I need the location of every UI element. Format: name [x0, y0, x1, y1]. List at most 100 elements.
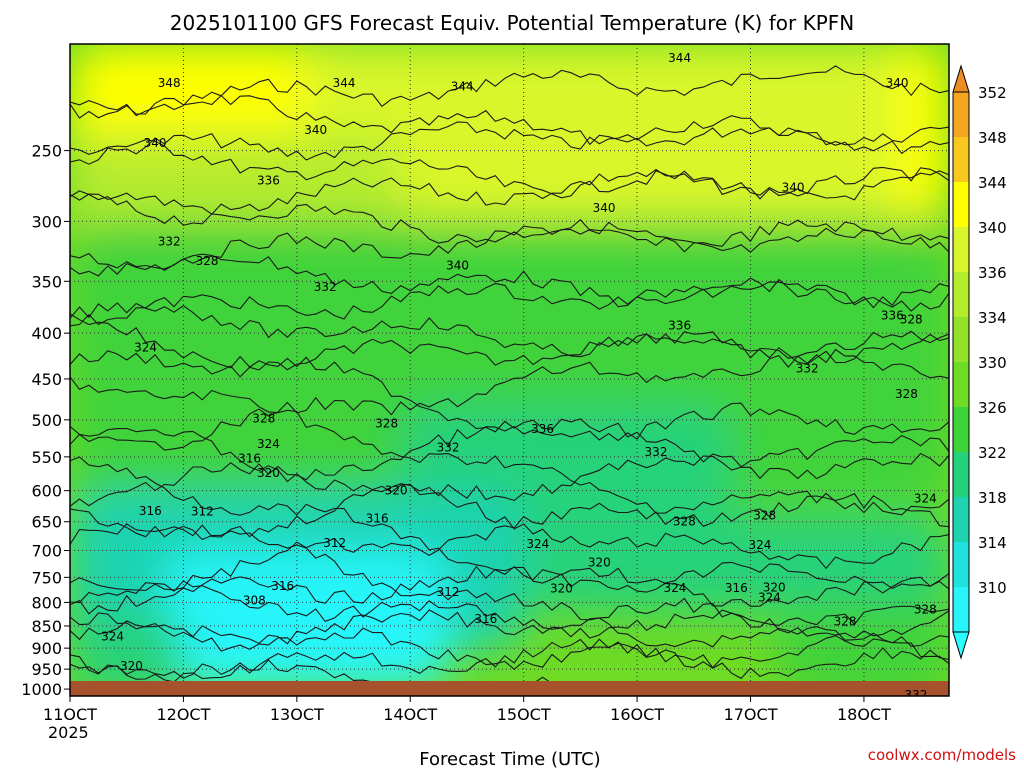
contour-line: [70, 597, 949, 645]
colorbar-tick-label: 318: [978, 489, 1007, 507]
contour-line: [70, 452, 949, 545]
y-tick-label: 500: [31, 411, 62, 430]
contour-label: 312: [191, 504, 214, 518]
x-tick-label: 16OCT: [610, 705, 664, 724]
contour-labels: 348 344 344 344 340 340 340 336 340 340 332 328 340 3…: [101, 51, 937, 702]
colorbar-segment: [953, 452, 969, 497]
colorbar-tick-label: 352: [978, 84, 1007, 102]
y-tick-label: 650: [31, 513, 62, 532]
contour-label: 328: [895, 387, 918, 401]
contour-label: 332: [796, 361, 819, 375]
colorbar-upper-arrow: [952, 64, 970, 93]
chart-title: 2025101100 GFS Forecast Equiv. Potential…: [170, 11, 854, 35]
colorbar-tick-label: 314: [978, 534, 1007, 552]
contour-label: 340: [886, 76, 909, 90]
contour-label: 324: [101, 629, 124, 643]
y-tick-label: 800: [31, 593, 62, 612]
y-tick-label: 700: [31, 542, 62, 561]
colorbar-segment: [953, 227, 969, 272]
contour-label: 324: [749, 538, 772, 552]
contour-line: [70, 219, 949, 270]
colorbar-segment: [953, 587, 969, 632]
contour-label: 344: [668, 51, 691, 65]
credit-text: coolwx.com/models: [868, 746, 1016, 764]
contour-label: 340: [593, 201, 616, 215]
contour-label: 332: [904, 688, 927, 702]
colorbar: 352 348 344 340 336 334 330 326 322 318 314 310: [952, 64, 1007, 660]
contour-line: [70, 302, 949, 365]
colorbar-tick-label: 330: [978, 354, 1007, 372]
x-tick-label: 17OCT: [724, 705, 778, 724]
field-region: [202, 561, 297, 622]
y-tick-label: 900: [31, 639, 62, 658]
contour-line: [70, 425, 949, 570]
contour-label: 332: [437, 441, 460, 455]
contour-label: 312: [437, 585, 460, 599]
y-tick-label: 550: [31, 448, 62, 467]
plot-frame: [69, 43, 950, 697]
contour-label: 328: [914, 603, 937, 617]
x-tick-label: 18OCT: [837, 705, 891, 724]
contour-label: 328: [834, 614, 857, 628]
contour-label: 332: [314, 280, 337, 294]
y-tick-label: 350: [31, 272, 62, 291]
y-axis: 250 300 350 400 450 500 550 600 650 700 750 800 850 9…: [21, 142, 70, 699]
contour-label: 336: [668, 318, 691, 332]
contour-line: [70, 580, 949, 639]
colorbar-tick-label: 310: [978, 579, 1007, 597]
contour-label: 308: [243, 593, 266, 607]
contour-label: 336: [257, 173, 280, 187]
surface-ground: [70, 681, 949, 696]
colorbar-segment: [953, 407, 969, 452]
contour-label: 332: [645, 445, 668, 459]
contour-label: 328: [375, 417, 398, 431]
x-tick-label: 13OCT: [270, 705, 324, 724]
contour-label: 332: [158, 235, 181, 249]
contour-label: 324: [134, 340, 157, 354]
colorbar-segment: [953, 182, 969, 227]
contour-label: 316: [725, 581, 748, 595]
contour-line: [70, 115, 949, 165]
contour-line: [70, 612, 949, 680]
contour-label: 316: [366, 512, 389, 526]
contour-label: 316: [271, 579, 294, 593]
contour-line: [70, 456, 949, 607]
colorbar-tick-label: 336: [978, 264, 1007, 282]
contour-line: [70, 493, 949, 591]
y-tick-label: 600: [31, 482, 62, 501]
contour-label: 320: [588, 556, 611, 570]
colorbar-tick-label: 348: [978, 129, 1007, 147]
contour-label: 324: [663, 581, 686, 595]
x-tick-label: 14OCT: [383, 705, 437, 724]
contour-label: 320: [120, 659, 143, 673]
contour-label: 324: [758, 591, 781, 605]
colorbar-segment: [953, 272, 969, 317]
colorbar-segment: [953, 317, 969, 362]
contour-line: [70, 277, 949, 327]
y-tick-label: 250: [31, 142, 62, 161]
y-tick-label: 400: [31, 324, 62, 343]
colorbar-tick-label: 322: [978, 444, 1007, 462]
colorbar-segment: [953, 542, 969, 587]
contour-line: [70, 635, 949, 683]
contour-line: [70, 376, 949, 516]
x-start-year: 2025: [48, 723, 89, 742]
contour-line: [70, 561, 949, 615]
colorbar-segment: [953, 497, 969, 542]
y-tick-label: 750: [31, 568, 62, 587]
contour-label: 320: [257, 466, 280, 480]
contour-line: [70, 139, 949, 201]
contour-label: 316: [238, 451, 261, 465]
colorbar-tick-label: 340: [978, 219, 1007, 237]
contour-label: 348: [158, 76, 181, 90]
contour-line: [70, 166, 949, 215]
contour-label: 320: [550, 582, 573, 596]
contour-label: 336: [881, 308, 904, 322]
contour-label: 324: [914, 491, 937, 505]
colorbar-tick-label: 344: [978, 174, 1007, 192]
contour-line: [70, 402, 949, 507]
colorbar-segment: [953, 137, 969, 182]
contour-line: [70, 313, 949, 468]
colorbar-tick-label: 326: [978, 399, 1007, 417]
